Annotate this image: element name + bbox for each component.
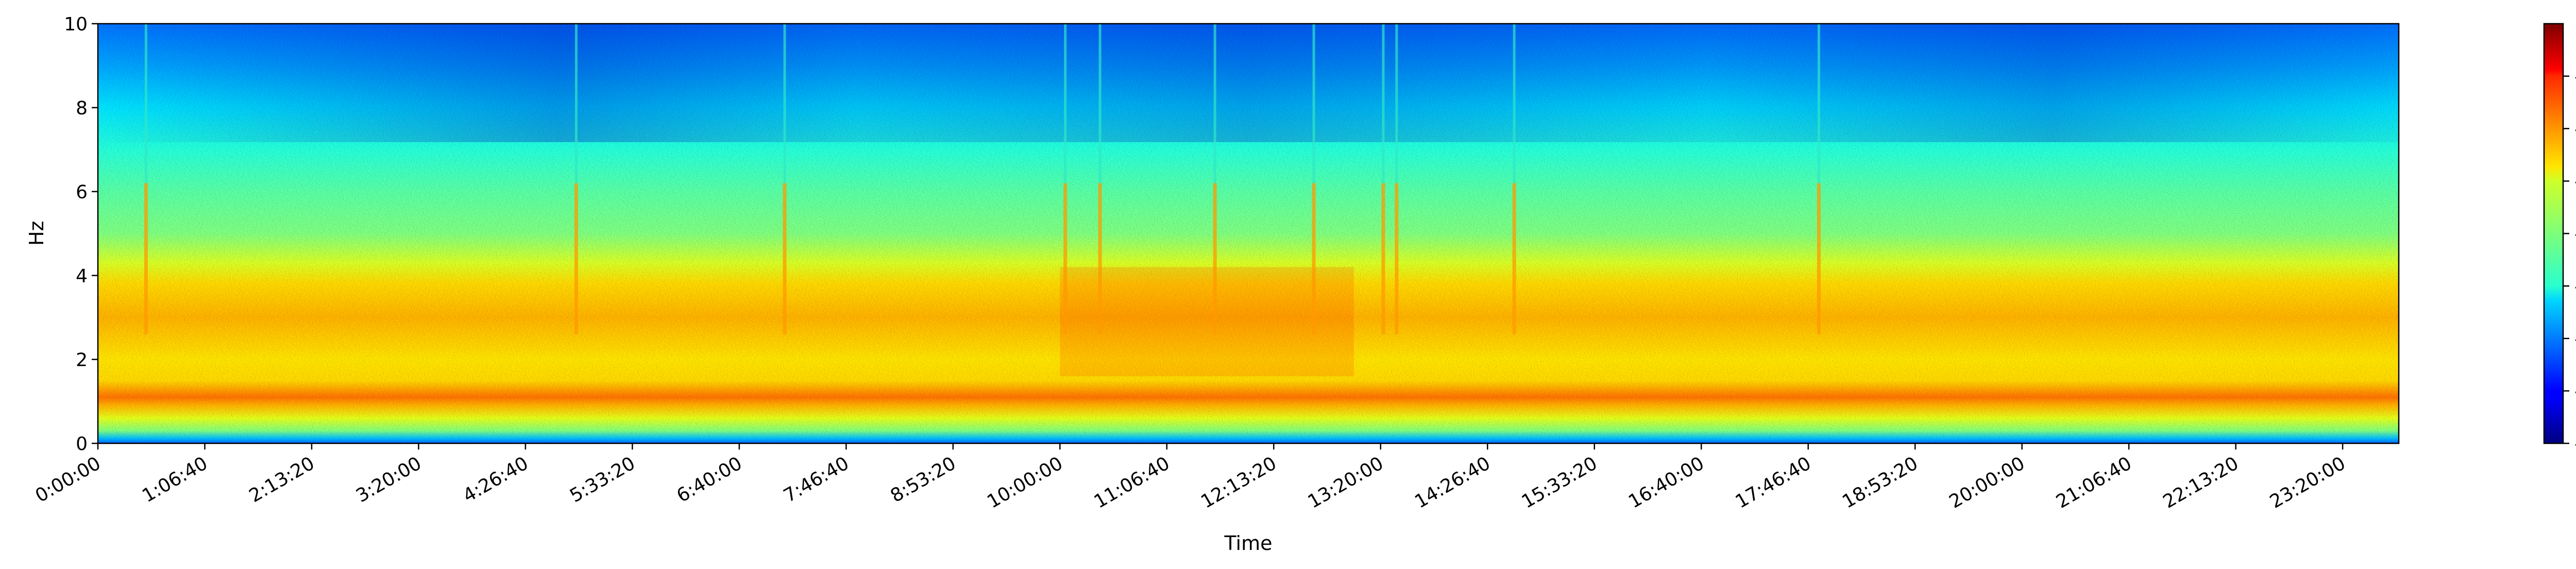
colorbar-tick-label: -50 dB [2574, 276, 2576, 297]
y-tick-label: 4 [76, 266, 88, 287]
colorbar-tick-label: -80 dB [2574, 434, 2576, 455]
x-axis: 0:00:00 1:06:40 2:13:20 3:20:00 4:26:40 5:33:… [32, 443, 2349, 513]
colorbar-tick-label: -30 dB [2574, 171, 2576, 193]
y-axis-title: Hz [25, 221, 48, 246]
x-axis-title: Time [1224, 532, 1273, 555]
x-tick-label: 3:20:00 [352, 453, 425, 507]
x-tick-label: 20:00:00 [1946, 453, 2029, 512]
x-tick-label: 4:26:40 [460, 453, 532, 507]
colorbar-tick-label: -60 dB [2574, 329, 2576, 350]
x-tick-label: 7:46:40 [780, 453, 853, 507]
colorbar-tick-label: -70 dB [2574, 381, 2576, 402]
activity-regions [1060, 267, 1354, 376]
x-tick-label: 21:06:40 [2053, 453, 2136, 512]
activity-region [1060, 267, 1354, 376]
x-tick-label: 13:20:00 [1304, 453, 1387, 512]
x-tick-label: 8:53:20 [887, 453, 960, 507]
plot-frame [97, 23, 2400, 444]
colorbar-ticks: -10 dB -20 dB -30 dB -40 dB -50 dB -60 dB -70 … [2563, 66, 2576, 455]
transient-events [144, 24, 1821, 335]
x-tick-label: 0:00:00 [32, 453, 105, 507]
x-tick-label: 2:13:20 [246, 453, 318, 507]
colorbar-tick-label: -10 dB [2574, 66, 2576, 88]
y-tick-label: 0 [76, 434, 88, 455]
colorbar-tick-label: -20 dB [2574, 119, 2576, 140]
y-tick-label: 6 [76, 182, 88, 203]
x-tick-label: 12:13:20 [1197, 453, 1280, 512]
x-tick-label: 5:33:20 [566, 453, 639, 507]
x-tick-label: 6:40:00 [673, 453, 746, 507]
spectrogram-noise-texture [98, 24, 2399, 443]
x-tick-label: 17:46:40 [1732, 453, 1815, 512]
colorbar-tick-label: -40 dB [2574, 224, 2576, 245]
x-tick-label: 11:06:40 [1091, 453, 1174, 512]
x-tick-label: 16:40:00 [1625, 453, 1708, 512]
y-tick-label: 10 [64, 14, 88, 35]
spectrogram-plot-area [98, 24, 2399, 443]
x-tick-label: 23:20:00 [2266, 453, 2349, 512]
x-tick-label: 18:53:20 [1839, 453, 1922, 512]
y-tick-label: 2 [76, 350, 88, 371]
y-axis: 0 2 4 6 8 10 [64, 14, 98, 455]
x-tick-label: 10:00:00 [984, 453, 1066, 512]
x-tick-label: 1:06:40 [139, 453, 211, 507]
colorbar-gradient [2544, 24, 2563, 443]
y-tick-label: 8 [76, 98, 88, 119]
x-tick-label: 15:33:20 [1518, 453, 1601, 512]
x-tick-label: 22:13:20 [2160, 453, 2243, 512]
colorbar: -10 dB -20 dB -30 dB -40 dB -50 dB -60 dB -70 … [2543, 23, 2576, 455]
x-tick-label: 14:26:40 [1411, 453, 1494, 512]
